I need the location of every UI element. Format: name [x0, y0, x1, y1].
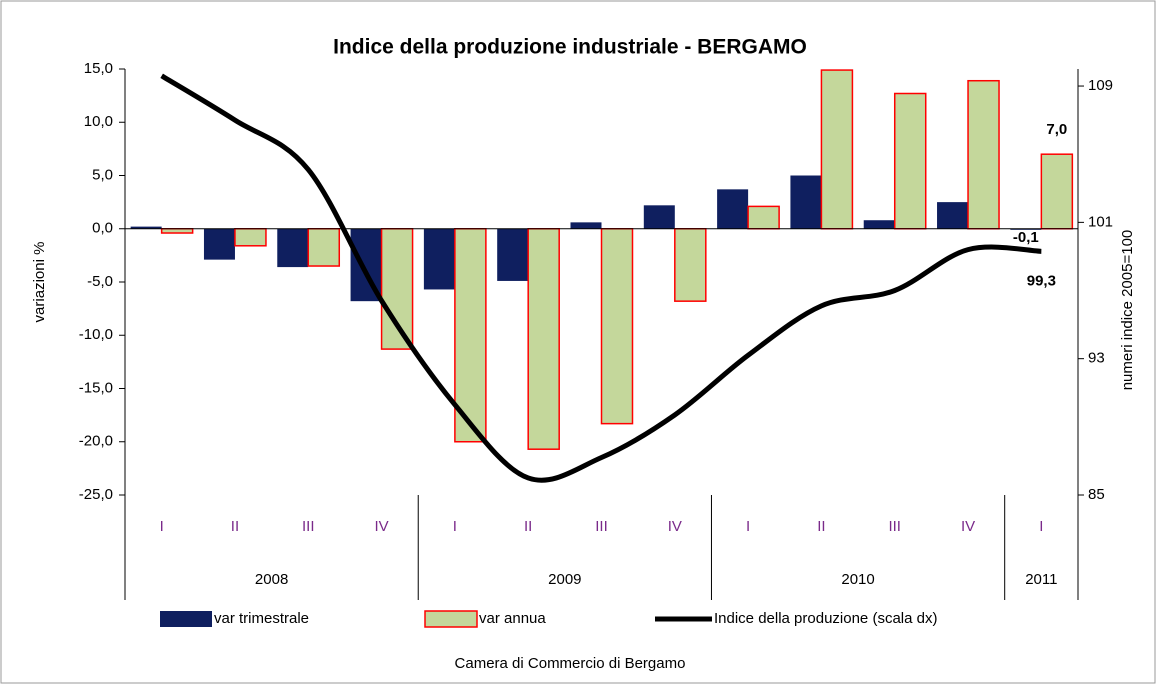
group-label: 2009 — [548, 571, 581, 588]
x-tick-label: IV — [374, 518, 388, 535]
bar — [643, 205, 675, 229]
y-tick-label: 5,0 — [92, 166, 113, 183]
bar — [893, 92, 927, 230]
y-tick-label: -10,0 — [79, 326, 113, 343]
x-tick-label: I — [160, 518, 164, 535]
y2-tick-label: 85 — [1088, 486, 1105, 503]
y-tick-label: -20,0 — [79, 433, 113, 450]
bar — [497, 228, 529, 281]
legend-swatch — [424, 610, 478, 628]
y-tick-label: -5,0 — [87, 273, 113, 290]
group-label: 2008 — [255, 571, 288, 588]
bar — [454, 228, 487, 443]
chart-title: Indice della produzione industriale - BE… — [333, 36, 807, 59]
bar — [790, 175, 822, 229]
legend-label: var trimestrale — [214, 610, 309, 627]
bar — [820, 69, 854, 230]
y2-tick-label: 109 — [1088, 77, 1113, 94]
bar — [937, 202, 969, 229]
bar — [203, 228, 235, 260]
bar — [600, 228, 634, 425]
x-tick-label: II — [231, 518, 239, 535]
bar — [1040, 153, 1074, 230]
y-tick-label: 10,0 — [84, 113, 113, 130]
legend-label: var annua — [479, 610, 546, 627]
data-label: 7,0 — [1046, 121, 1067, 138]
y-tick-label: 15,0 — [84, 60, 113, 77]
x-tick-label: I — [746, 518, 750, 535]
bar — [527, 228, 560, 450]
bar — [130, 226, 162, 229]
x-tick-label: I — [1039, 518, 1043, 535]
bar — [160, 228, 194, 234]
y2-tick-label: 93 — [1088, 350, 1105, 367]
y-tick-label: -15,0 — [79, 379, 113, 396]
data-label: 99,3 — [1027, 272, 1056, 289]
legend-swatch — [160, 611, 212, 627]
y-tick-label: 0,0 — [92, 220, 113, 237]
bar — [380, 228, 414, 350]
bar — [717, 189, 749, 229]
bar — [570, 222, 602, 229]
y2-tick-label: 101 — [1088, 213, 1113, 230]
bar — [234, 228, 267, 247]
x-tick-label: II — [817, 518, 825, 535]
source-note: Camera di Commercio di Bergamo — [455, 655, 686, 672]
bar — [747, 205, 780, 230]
bar — [307, 228, 341, 267]
y2-axis-label: numeri indice 2005=100 — [1119, 230, 1136, 391]
x-tick-label: III — [302, 518, 315, 535]
x-tick-label: II — [524, 518, 532, 535]
group-label: 2010 — [841, 571, 874, 588]
group-label: 2011 — [1025, 571, 1057, 588]
y-tick-label: -25,0 — [79, 486, 113, 503]
x-tick-label: IV — [961, 518, 975, 535]
legend-label: Indice della produzione (scala dx) — [714, 610, 937, 627]
y-axis-label: variazioni % — [31, 242, 48, 323]
bar — [863, 220, 895, 229]
x-tick-label: III — [595, 518, 608, 535]
bar — [674, 228, 707, 302]
x-tick-label: III — [888, 518, 901, 535]
bar — [277, 228, 309, 268]
x-tick-label: I — [453, 518, 457, 535]
bar — [423, 228, 455, 290]
line — [160, 73, 1042, 483]
bar — [967, 79, 1000, 230]
x-tick-label: IV — [668, 518, 682, 535]
bar — [1010, 228, 1042, 230]
data-label: -0,1 — [1013, 229, 1039, 246]
